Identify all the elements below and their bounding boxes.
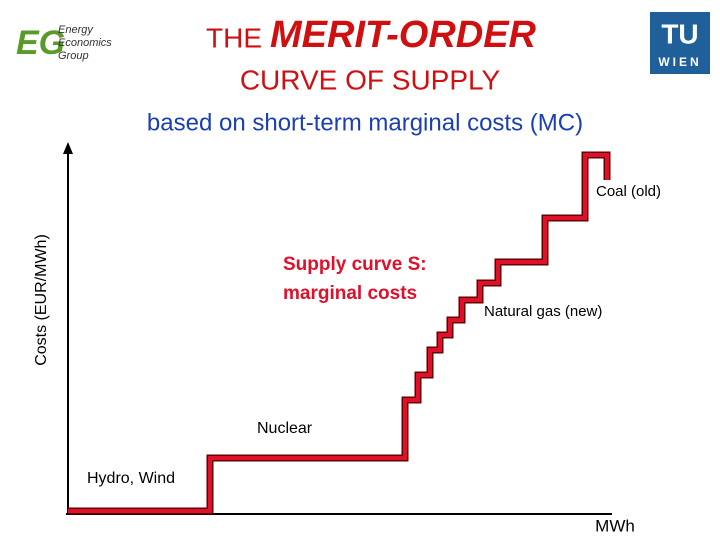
subtitle: based on short-term marginal costs (MC) bbox=[147, 109, 583, 136]
logo-right: TU WIEN bbox=[650, 12, 710, 74]
supply-curve bbox=[68, 153, 609, 513]
logo-left: EG Energy Economics Group bbox=[16, 24, 112, 62]
y-axis-label: Costs (EUR/MWh) bbox=[33, 234, 50, 366]
curve-label: Supply curve S: bbox=[283, 254, 427, 275]
step-label: Hydro, Wind bbox=[87, 470, 175, 487]
title-line2: CURVE OF SUPPLY bbox=[240, 64, 501, 95]
logo-text: WIEN bbox=[658, 55, 701, 69]
logo-text: Economics bbox=[58, 37, 112, 49]
logo-box bbox=[650, 12, 710, 74]
y-axis-arrow bbox=[63, 142, 73, 154]
logo-mark: TU bbox=[661, 18, 698, 49]
title-main: MERIT-ORDER bbox=[270, 14, 537, 56]
title-prefix: THE bbox=[206, 22, 262, 53]
logo-text: Group bbox=[58, 50, 89, 62]
step-label: Nuclear bbox=[257, 420, 313, 437]
x-axis-label: MWh bbox=[595, 516, 635, 535]
logo-letters: EG bbox=[16, 24, 65, 62]
step-label: Coal (old) bbox=[596, 183, 661, 200]
step-label: Natural gas (new) bbox=[484, 303, 602, 320]
curve-label: marginal costs bbox=[283, 283, 417, 304]
logo-text: Energy bbox=[58, 24, 94, 36]
